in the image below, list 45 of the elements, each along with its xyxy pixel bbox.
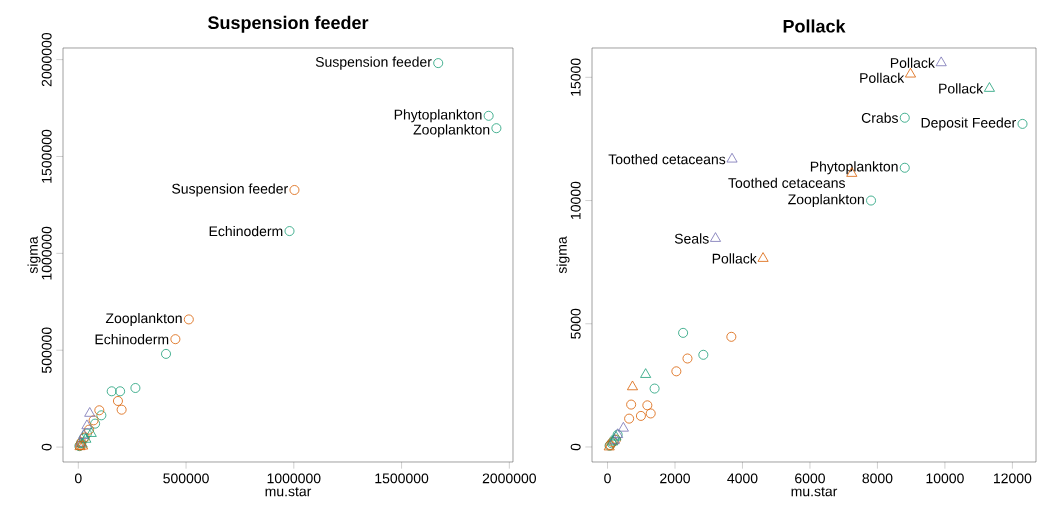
chart-title: Suspension feeder [208,15,369,33]
y-tick-label: 1500000 [41,129,52,183]
y-tick-label: 0 [41,443,52,451]
annotation: Echinoderm [95,334,169,345]
y-tick-label: 1000000 [41,226,52,280]
x-tick-label: 1500000 [375,473,429,484]
x-axis-title: mu.star [265,487,312,497]
y-tick-label: 10000 [570,181,581,219]
y-axis-title: sigma [556,236,570,274]
annotation: Phytoplankton [810,161,898,175]
x-tick-label: 4000 [727,473,758,484]
x-tick-label: 2000 [660,473,691,484]
annotation: Seals [674,233,709,244]
annotation: Pollack [890,57,935,68]
annotation: Pollack [939,83,984,94]
annotation: Zooplankton [788,194,864,208]
x-axis-title: mu.star [791,487,838,497]
annotation: Suspension feeder [315,56,432,70]
annotation: Pollack [860,72,905,83]
chart-title: Pollack [783,19,846,33]
x-tick-label: 0 [604,473,611,484]
y-tick-label: 2000000 [41,32,52,87]
y-tick-label: 0 [570,443,581,451]
x-tick-label: 1000000 [267,473,321,484]
x-tick-label: 6000 [795,473,825,484]
y-tick-label: 5000 [570,308,581,339]
annotation: Toothed cetaceans [608,154,726,165]
annotation: Echinoderm [209,225,283,237]
x-tick-label: 8000 [862,473,893,484]
annotation: Deposit Feeder [921,117,1016,131]
annotation: Zooplankton [105,312,182,326]
annotation: Zooplankton [413,124,490,138]
x-tick-label: 12000 [993,473,1032,484]
annotation: Crabs [861,112,898,123]
annotation: Toothed cetaceans [728,177,845,188]
y-tick-label: 500000 [41,327,52,374]
annotation: Suspension feeder [172,183,288,197]
annotation: Phytoplankton [394,109,482,123]
y-tick-label: 15000 [570,58,581,96]
x-tick-label: 0 [74,473,82,484]
annotation: Pollack [712,253,757,264]
x-tick-label: 2000000 [482,473,537,484]
y-axis-title: sigma [27,236,41,274]
x-tick-label: 10000 [926,473,964,484]
x-tick-label: 500000 [163,473,209,484]
